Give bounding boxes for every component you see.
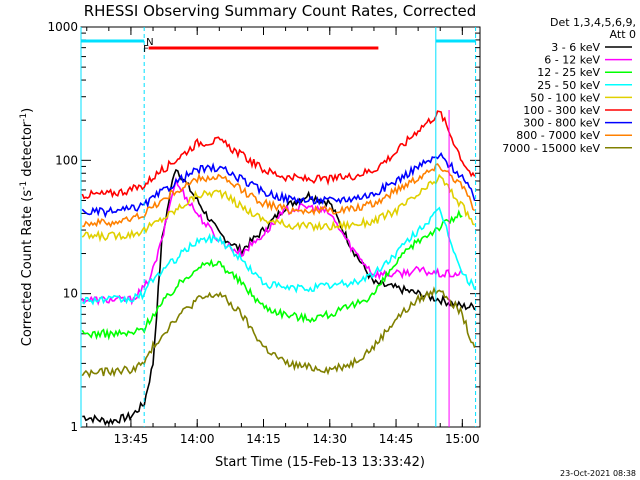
series-line-6: [81, 152, 476, 219]
y-tick-label: 100: [55, 153, 78, 167]
y-axis-label-end: ): [20, 108, 35, 113]
x-tick-label: 14:00: [180, 432, 215, 446]
x-tick-label: 14:45: [379, 432, 414, 446]
legend-entry-label: 6 - 12 keV: [544, 54, 600, 67]
legend-header-line1: Det 1,3,4,5,6,9,: [550, 16, 636, 29]
series-layer: [81, 110, 476, 427]
axis-ticks: 13:45 14:00 14:15 14:30 14:45 15:00 1 10 100 1000: [47, 20, 480, 446]
x-tick-label: 13:45: [114, 432, 149, 446]
x-tick-label: 15:00: [445, 432, 480, 446]
legend-entry-label: 7000 - 15000 keV: [502, 142, 600, 155]
series-line-8: [81, 286, 476, 379]
legend-header-line2: Att 0: [610, 28, 636, 41]
series-line-4: [81, 173, 475, 243]
x-tick-label: 14:30: [312, 432, 347, 446]
y-axis-label-mid: detector: [20, 121, 35, 181]
legend-entry-label: 12 - 25 keV: [537, 66, 600, 79]
series-line-3: [82, 206, 476, 306]
legend-entry-label: 50 - 100 keV: [530, 91, 600, 104]
series-line-0: [82, 168, 476, 427]
flag-f-label: F: [143, 44, 149, 55]
y-axis-label-main: Corrected Count Rate (s: [20, 190, 35, 347]
y-tick-label: 10: [63, 287, 78, 301]
chart-title: RHESSI Observing Summary Count Rates, Co…: [84, 2, 477, 20]
legend-entry-label: 3 - 6 keV: [551, 41, 600, 54]
series-line-2: [81, 209, 463, 341]
y-tick-label: 1: [70, 420, 78, 434]
footer-date: 23-Oct-2021 08:38: [560, 469, 636, 478]
y-axis-label-sup1: -1: [19, 181, 29, 190]
y-axis-label-sup2: -1: [19, 113, 29, 122]
series-line-7: [82, 163, 476, 228]
x-axis-label: Start Time (15-Feb-13 13:33:42): [215, 455, 425, 470]
legend-entry-label: 25 - 50 keV: [537, 79, 600, 92]
y-axis-label: Corrected Count Rate (s-1 detector-1): [19, 108, 35, 346]
y-tick-label: 1000: [47, 20, 78, 34]
legend-entry-label: 100 - 300 keV: [523, 104, 600, 117]
series-line-1: [81, 176, 463, 307]
x-tick-label: 14:15: [246, 432, 281, 446]
flags-layer: NF: [80, 27, 477, 427]
series-line-5: [81, 110, 476, 200]
legend-entry-label: 300 - 800 keV: [523, 117, 600, 130]
legend-entry-label: 800 - 7000 keV: [516, 129, 600, 142]
flag-n-label: N: [146, 37, 153, 48]
